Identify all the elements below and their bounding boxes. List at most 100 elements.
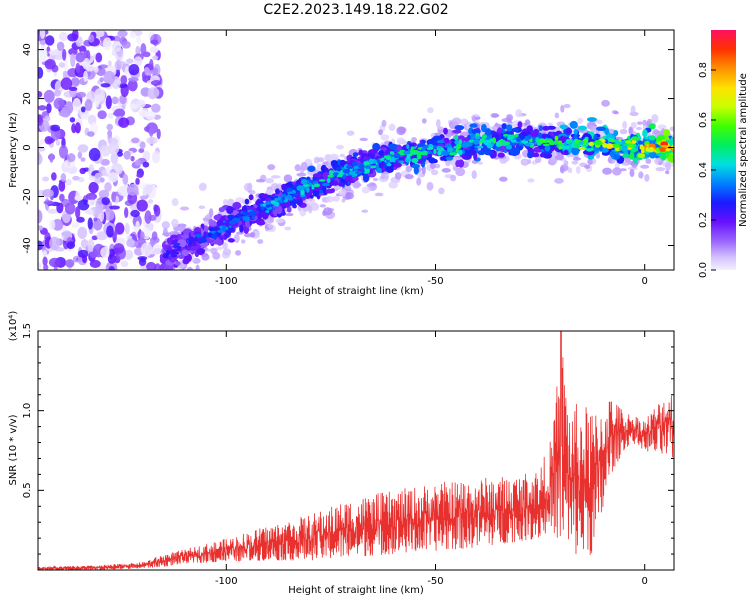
spectrogram-band-blob bbox=[565, 127, 572, 134]
spectrogram-halo-blob bbox=[622, 120, 628, 130]
spectrogram-noise-blob bbox=[47, 208, 59, 214]
spectrogram-core-blob bbox=[412, 146, 417, 149]
spectrogram-halo-blob bbox=[572, 157, 582, 161]
spectrogram-core-blob bbox=[475, 132, 480, 137]
spectrogram-noise-blob bbox=[124, 249, 134, 260]
spectrogram-core-blob bbox=[221, 225, 227, 232]
spectrogram-band-blob bbox=[637, 140, 643, 145]
spectrogram-noise-blob bbox=[83, 70, 88, 83]
spectrogram-core-blob bbox=[548, 141, 556, 146]
spectrogram-halo-blob bbox=[601, 99, 610, 107]
spectrogram-halo-blob bbox=[571, 160, 579, 165]
spectrogram-core-blob bbox=[385, 155, 392, 161]
spectrogram-band-blob bbox=[586, 117, 597, 122]
spectrogram-core-blob bbox=[538, 138, 547, 143]
spectrogram-noise-blob bbox=[150, 69, 157, 75]
colorbar-gradient bbox=[711, 30, 736, 270]
spectrogram-core-blob bbox=[461, 142, 469, 148]
spectrogram-core-blob bbox=[313, 183, 321, 188]
spectrogram-noise-blob bbox=[108, 265, 115, 270]
spectrogram-core-blob bbox=[411, 157, 419, 164]
spectrogram-band-blob bbox=[506, 124, 513, 132]
spectrogram-band-blob bbox=[196, 247, 206, 255]
snr-ytick-label: 1.5 bbox=[22, 323, 33, 339]
spectrogram-band-blob bbox=[181, 249, 189, 257]
spectrogram-core-blob bbox=[172, 245, 180, 248]
spectrogram-noise-blob bbox=[91, 235, 98, 241]
spectrogram-halo-blob bbox=[338, 190, 344, 196]
spectrogram-core-blob bbox=[202, 235, 207, 239]
spectrogram-noise-blob bbox=[118, 117, 130, 128]
spectrogram-noise-blob bbox=[147, 87, 160, 99]
spectrogram-noise-blob bbox=[116, 151, 124, 157]
spectrogram-noise-blob bbox=[100, 158, 110, 166]
spectrogram-noise-blob bbox=[72, 175, 80, 181]
spectrogram-noise-blob bbox=[126, 184, 139, 196]
snr-frame bbox=[37, 330, 675, 571]
spectrogram-halo-blob bbox=[421, 118, 427, 124]
spectrogram-core-blob bbox=[167, 246, 172, 250]
spectrogram-halo-blob bbox=[255, 178, 265, 183]
spectrogram-ytick-label: -40 bbox=[22, 237, 33, 253]
spectrogram-band-blob bbox=[244, 218, 250, 228]
spectrogram-noise-blob bbox=[88, 175, 96, 181]
spectrogram-band-blob bbox=[511, 127, 520, 133]
spectrogram-noise-blob bbox=[153, 204, 158, 213]
spectrogram-noise-blob bbox=[38, 105, 47, 111]
spectrogram-noise-blob bbox=[75, 190, 81, 201]
spectrogram-band-blob bbox=[232, 201, 242, 210]
spectrogram-halo-blob bbox=[346, 130, 355, 136]
spectrogram-core-blob bbox=[631, 136, 640, 141]
spectrogram-noise-blob bbox=[121, 40, 131, 49]
spectrogram-core-blob bbox=[380, 157, 385, 162]
spectrogram-halo-blob bbox=[319, 204, 326, 208]
spectrogram-halo-blob bbox=[378, 129, 383, 136]
spectrogram-core-blob bbox=[376, 158, 381, 164]
spectrogram-noise-blob bbox=[139, 141, 146, 149]
spectrogram-noise-blob bbox=[38, 209, 43, 224]
spectrogram-noise-blob bbox=[126, 238, 135, 248]
spectrogram-noise-blob bbox=[56, 41, 65, 51]
spectrogram-core-blob bbox=[272, 195, 279, 199]
spectrogram-core-blob bbox=[625, 140, 632, 144]
spectrogram-core-blob bbox=[199, 238, 207, 243]
spectrogram-halo-blob bbox=[267, 224, 274, 229]
spectrogram-band-blob bbox=[388, 143, 398, 150]
spectrogram-halo-blob bbox=[619, 168, 627, 172]
spectrogram-band-blob bbox=[538, 125, 543, 132]
spectrogram-noise-blob bbox=[100, 83, 111, 88]
spectrogram-core-blob bbox=[454, 139, 459, 145]
spectrogram-band-blob bbox=[497, 152, 505, 158]
spectrogram-band-blob bbox=[484, 128, 492, 136]
spectrogram-noise-blob bbox=[69, 117, 76, 123]
spectrogram-band-blob bbox=[469, 123, 478, 128]
spectrogram-halo-blob bbox=[243, 183, 253, 192]
spectrogram-band-blob bbox=[296, 191, 302, 200]
spectrogram-band-blob bbox=[526, 125, 533, 133]
spectrogram-band-blob bbox=[648, 123, 656, 130]
spectrogram-noise-blob bbox=[109, 205, 120, 210]
spectrogram-core-blob bbox=[449, 152, 458, 156]
spectrogram-halo-blob bbox=[547, 122, 554, 126]
spectrogram-halo-blob bbox=[296, 172, 307, 177]
spectrogram-band-blob bbox=[501, 123, 507, 130]
spectrogram-noise-blob bbox=[64, 202, 76, 215]
spectrogram-core-blob bbox=[616, 143, 621, 146]
spectrogram-halo-blob bbox=[283, 174, 293, 183]
spectrogram-noise-blob bbox=[38, 152, 43, 165]
spectrogram-noise-blob bbox=[128, 63, 140, 76]
spectrogram-noise-blob bbox=[82, 254, 87, 264]
spectrogram-core-blob bbox=[441, 150, 449, 156]
spectrogram-band-blob bbox=[578, 125, 588, 131]
spectrogram-band-blob bbox=[622, 153, 630, 159]
spectrogram-halo-blob bbox=[162, 227, 168, 237]
spectrogram-core-blob bbox=[249, 210, 257, 217]
spectrogram-core-blob bbox=[639, 146, 646, 150]
spectrogram-halo-blob bbox=[645, 158, 652, 164]
spectrogram-halo-blob bbox=[577, 117, 584, 125]
spectrogram-noise-blob bbox=[144, 69, 152, 76]
spectrogram-core-blob bbox=[342, 168, 351, 174]
spectrogram-noise-blob bbox=[144, 210, 152, 224]
spectrogram-noise-blob bbox=[39, 39, 47, 46]
